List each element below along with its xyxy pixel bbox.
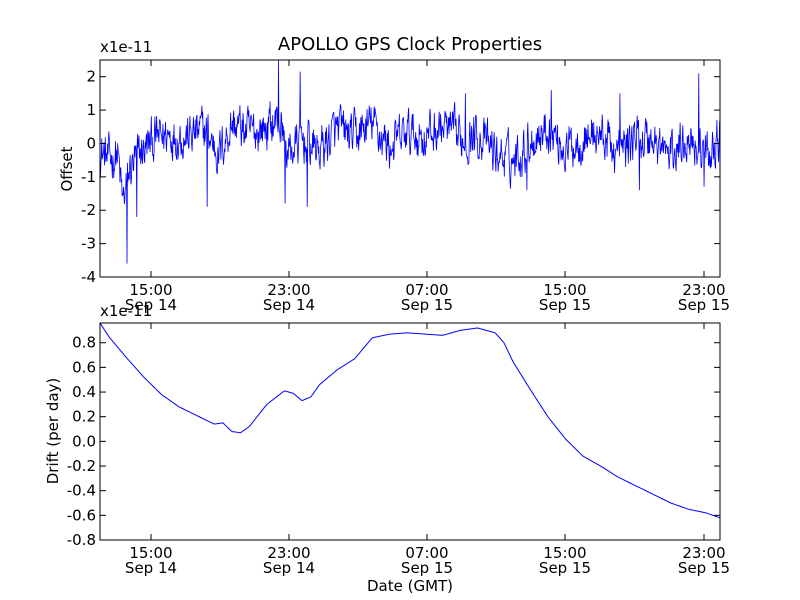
offset-x-tick-time: 07:00 <box>405 281 448 299</box>
drift-y-tick-label: 0.4 <box>72 383 96 401</box>
drift-y-label: Drift (per day) <box>44 378 62 485</box>
drift-plot-frame <box>99 322 721 541</box>
drift-y-tick-label: 0.0 <box>72 432 96 450</box>
drift-y-multiplier: x1e-11 <box>100 302 152 320</box>
drift-x-label: Date (GMT) <box>367 577 453 595</box>
drift-x-tick-time: 23:00 <box>267 544 310 562</box>
offset-y-tick-label: -2 <box>81 201 96 219</box>
drift-x-tick-date: Sep 15 <box>401 559 453 577</box>
drift-y-tick-label: 0.6 <box>72 358 96 376</box>
offset-series-line <box>100 60 720 264</box>
drift-x-tick-time: 07:00 <box>405 544 448 562</box>
chart-title: APOLLO GPS Clock Properties <box>278 34 542 55</box>
drift-y-tick-label: -0.6 <box>67 506 96 524</box>
offset-x-tick-time: 15:00 <box>129 281 172 299</box>
drift-x-tick-date: Sep 15 <box>539 559 591 577</box>
drift-x-tick-time: 15:00 <box>543 544 586 562</box>
drift-x-tick-time: 15:00 <box>129 544 172 562</box>
offset-y-multiplier: x1e-11 <box>100 38 152 56</box>
offset-y-tick-label: -3 <box>81 235 96 253</box>
offset-y-tick-label: 2 <box>86 68 96 86</box>
drift-y-tick-label: -0.4 <box>67 482 96 500</box>
offset-x-tick-time: 23:00 <box>682 281 725 299</box>
offset-y-tick-label: 0 <box>86 134 96 152</box>
offset-y-label: Offset <box>58 146 76 191</box>
drift-y-tick-label: -0.8 <box>67 531 96 549</box>
drift-x-tick-date: Sep 15 <box>678 559 730 577</box>
drift-panel: x1e-11 Drift (per day) Date (GMT) -0.8 -0… <box>44 302 730 595</box>
offset-y-tick-label: -1 <box>81 168 96 186</box>
drift-x-tick-time: 23:00 <box>682 544 725 562</box>
offset-x-tick-date: Sep 15 <box>401 296 453 314</box>
drift-y-tick-label: 0.2 <box>72 408 96 426</box>
drift-x-tick-date: Sep 14 <box>263 559 315 577</box>
drift-series-line <box>100 323 720 519</box>
drift-y-tick-label: -0.2 <box>67 457 96 475</box>
offset-x-tick-date: Sep 15 <box>539 296 591 314</box>
offset-y-tick-label: 1 <box>86 101 96 119</box>
offset-x-tick-date: Sep 14 <box>125 296 177 314</box>
offset-x-tick-date: Sep 15 <box>678 296 730 314</box>
offset-x-tick-date: Sep 14 <box>263 296 315 314</box>
offset-x-tick-time: 23:00 <box>267 281 310 299</box>
offset-y-tick-label: -4 <box>81 268 96 286</box>
offset-x-tick-time: 15:00 <box>543 281 586 299</box>
offset-plot-frame <box>99 59 721 278</box>
drift-y-tick-label: 0.8 <box>72 334 96 352</box>
drift-x-tick-date: Sep 14 <box>125 559 177 577</box>
